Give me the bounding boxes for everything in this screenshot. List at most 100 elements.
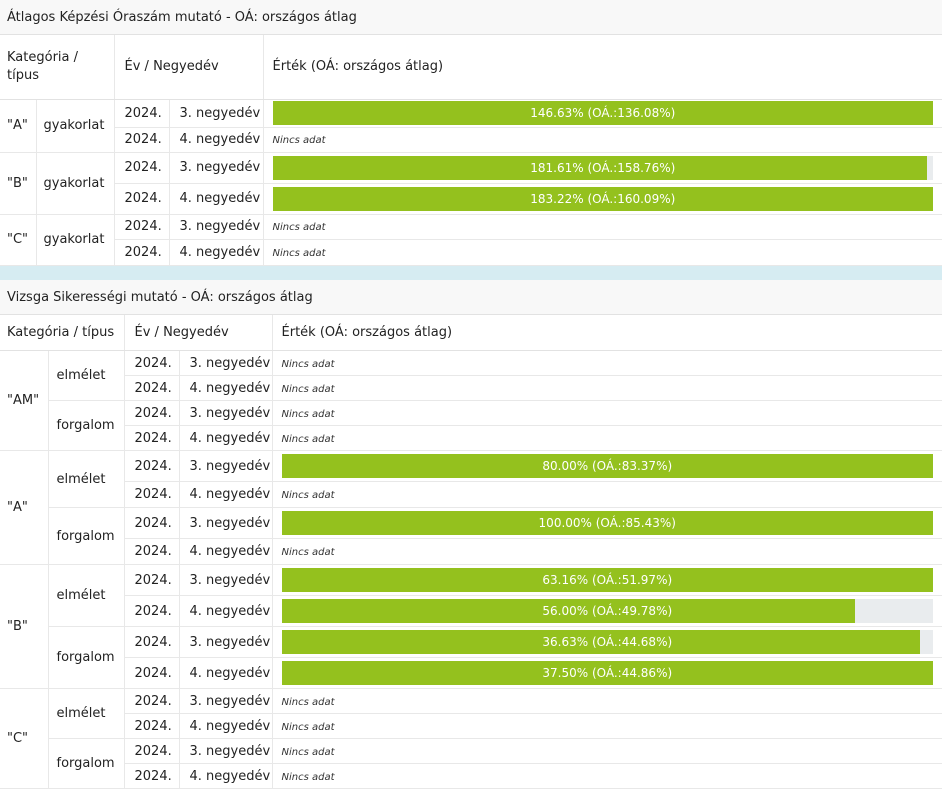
table-row: forgalom 2024. 3. negyedév Nincs adat [0,738,942,789]
progress-bar-label: 100.00% (OÁ.:85.43%) [538,516,676,530]
table-row: 2024. 4. negyedév 56.00% (OÁ.:49.78%) [0,595,942,627]
section1-table: Kategória / típus Év / Negyedév Érték (O… [0,35,942,266]
header-period: Év / Negyedév [114,35,264,100]
progress-bar-fill [281,454,933,478]
type-cell: gyakorlat [36,99,115,153]
no-data-text: Nincs adat [272,222,326,233]
value-cell: 80.00% (OÁ.:83.37%) [272,450,942,482]
quarter-cell: 3. negyedév [179,738,273,764]
year-cell: 2024. [124,481,180,508]
value-cell: Nincs adat [272,375,942,401]
type-cell: forgalom [48,626,125,689]
value-cell: Nincs adat [272,713,942,739]
progress-bar-label: 56.00% (OÁ.:49.78%) [542,604,673,618]
value-cell: Nincs adat [272,350,942,376]
quarter-cell: 3. negyedév [169,99,264,128]
value-cell: Nincs adat [272,425,942,451]
year-cell: 2024. [124,538,180,565]
quarter-cell: 3. negyedév [179,507,273,539]
no-data-text: Nincs adat [281,383,335,395]
progress-bar-fill [281,568,933,592]
no-data-text: Nincs adat [281,408,335,420]
section2-title: Vizsga Sikerességi mutató - OÁ: országos… [0,279,942,315]
type-cell: elmélet [48,450,125,508]
category-cell: "A" [0,450,49,565]
progress-bar-label: 146.63% (OÁ.:136.08%) [530,106,676,120]
progress-bar-label: 183.22% (OÁ.:160.09%) [530,191,676,206]
quarter-cell: 4. negyedév [179,763,273,789]
progress-bar-label: 181.61% (OÁ.:158.76%) [530,160,676,175]
header-category: Kategória / típus [0,35,115,100]
category-cell: "B" [0,152,37,215]
table-row: "A" elmélet 2024. 3. negyedév 80.00% (OÁ.:83… [0,450,942,565]
year-cell: 2024. [124,713,180,739]
progress-bar-label: 80.00% (OÁ.:83.37%) [542,459,673,473]
year-cell: 2024. [124,688,180,714]
value-cell: Nincs adat [272,538,942,565]
value-cell: 56.00% (OÁ.:49.78%) [272,595,942,627]
type-cell: elmélet [48,350,125,401]
quarter-cell: 4. negyedév [169,127,264,153]
quarter-cell: 4. negyedév [179,538,273,565]
category-cell: "C" [0,688,49,789]
year-cell: 2024. [114,239,170,266]
header-category: Kategória / típus [0,314,125,351]
quarter-cell: 4. negyedév [179,713,273,739]
year-cell: 2024. [114,127,170,153]
table-row: "B" elmélet 2024. 3. negyedév 63.16% (OÁ.:51… [0,564,942,689]
table-row: 2024. 4. negyedév Nincs adat [0,425,942,451]
no-data-text: Nincs adat [272,135,326,146]
table-row: "A" gyakorlat 2024. 3. negyedév 146.63% (OÁ.… [0,99,942,153]
table-row: forgalom 2024. 3. negyedév 36.63% (OÁ.:44.6… [0,626,942,689]
value-cell: Nincs adat [272,400,942,426]
year-cell: 2024. [124,507,180,539]
quarter-cell: 4. negyedév [179,425,273,451]
year-cell: 2024. [124,595,180,627]
no-data-text: Nincs adat [281,490,335,501]
table-row: 2024. 4. negyedév 37.50% (OÁ.:44.86%) [0,657,942,689]
no-data-text: Nincs adat [272,247,326,259]
header-value: Érték (OÁ: országos átlag) [272,314,942,351]
progress-bar-fill [272,186,933,211]
value-cell: 183.22% (OÁ.:160.09%) [263,183,942,215]
section1-title: Átlagos Képzési Óraszám mutató - OÁ: ors… [0,0,942,35]
no-data-text: Nincs adat [281,721,335,733]
year-cell: 2024. [124,564,180,596]
progress-bar-fill [281,630,920,654]
type-cell: gyakorlat [36,152,115,215]
year-cell: 2024. [124,763,180,789]
table-row: forgalom 2024. 3. negyedév 100.00% (OÁ.:85.… [0,507,942,565]
section-divider [0,265,942,280]
year-cell: 2024. [124,657,180,689]
no-data-text: Nincs adat [281,771,335,783]
quarter-cell: 3. negyedév [179,688,273,714]
year-cell: 2024. [124,738,180,764]
category-cell: "B" [0,564,49,689]
progress-bar: 80.00% (OÁ.:83.37%) [281,454,933,478]
header-value: Érték (OÁ: országos átlag) [263,35,942,100]
progress-bar-label: 37.50% (OÁ.:44.86%) [542,666,673,680]
type-cell: forgalom [48,507,125,565]
value-cell: 36.63% (OÁ.:44.68%) [272,626,942,658]
year-cell: 2024. [124,450,180,482]
table-row: 2024. 4. negyedév Nincs adat [0,239,942,266]
table-row: "C" gyakorlat 2024. 3. negyedév Nincs adat [0,214,942,266]
value-cell: Nincs adat [272,738,942,764]
value-cell: 100.00% (OÁ.:85.43%) [272,507,942,539]
value-cell: Nincs adat [272,481,942,508]
progress-bar: 37.50% (OÁ.:44.86%) [281,661,933,685]
value-cell: 146.63% (OÁ.:136.08%) [263,99,942,128]
quarter-cell: 3. negyedév [179,450,273,482]
quarter-cell: 4. negyedév [179,481,273,508]
progress-bar-fill [281,599,855,623]
year-cell: 2024. [114,152,170,184]
category-cell: "AM" [0,350,49,451]
value-cell: Nincs adat [263,239,942,266]
no-data-text: Nincs adat [281,696,335,708]
value-cell: 37.50% (OÁ.:44.86%) [272,657,942,689]
quarter-cell: 4. negyedév [179,375,273,401]
value-cell: Nincs adat [272,688,942,714]
value-cell: 63.16% (OÁ.:51.97%) [272,564,942,596]
year-cell: 2024. [124,350,180,376]
year-cell: 2024. [114,183,170,215]
